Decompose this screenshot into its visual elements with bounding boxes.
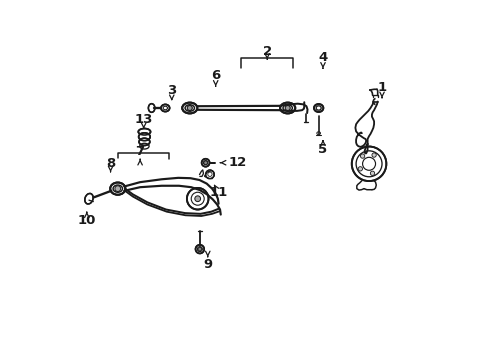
Ellipse shape [313, 104, 323, 112]
Text: 11: 11 [209, 186, 227, 199]
Text: 8: 8 [106, 157, 115, 170]
Text: 3: 3 [167, 84, 176, 97]
Ellipse shape [84, 193, 93, 204]
Ellipse shape [139, 133, 150, 141]
Ellipse shape [161, 104, 169, 112]
Circle shape [198, 247, 201, 251]
Circle shape [351, 147, 386, 181]
Circle shape [187, 105, 192, 111]
Circle shape [186, 188, 208, 210]
Text: 7: 7 [135, 145, 144, 158]
Circle shape [205, 170, 214, 179]
Ellipse shape [280, 103, 295, 113]
Text: 1: 1 [377, 81, 386, 94]
Circle shape [371, 153, 375, 157]
Text: 10: 10 [78, 214, 96, 227]
Text: 4: 4 [318, 51, 327, 64]
Text: 2: 2 [262, 45, 271, 58]
Ellipse shape [110, 183, 125, 195]
Text: 9: 9 [203, 258, 212, 271]
Text: 6: 6 [211, 69, 220, 82]
Circle shape [369, 171, 374, 175]
Circle shape [194, 196, 200, 202]
Ellipse shape [201, 159, 209, 167]
Circle shape [360, 154, 364, 158]
Ellipse shape [148, 104, 155, 112]
Text: 5: 5 [318, 143, 327, 156]
Text: 13: 13 [134, 113, 153, 126]
Circle shape [115, 186, 121, 192]
Circle shape [285, 105, 289, 111]
Text: 12: 12 [228, 156, 246, 169]
Circle shape [203, 161, 207, 165]
Circle shape [357, 167, 362, 171]
Ellipse shape [138, 129, 150, 135]
Ellipse shape [139, 138, 149, 145]
Ellipse shape [182, 103, 197, 113]
Ellipse shape [195, 245, 204, 253]
